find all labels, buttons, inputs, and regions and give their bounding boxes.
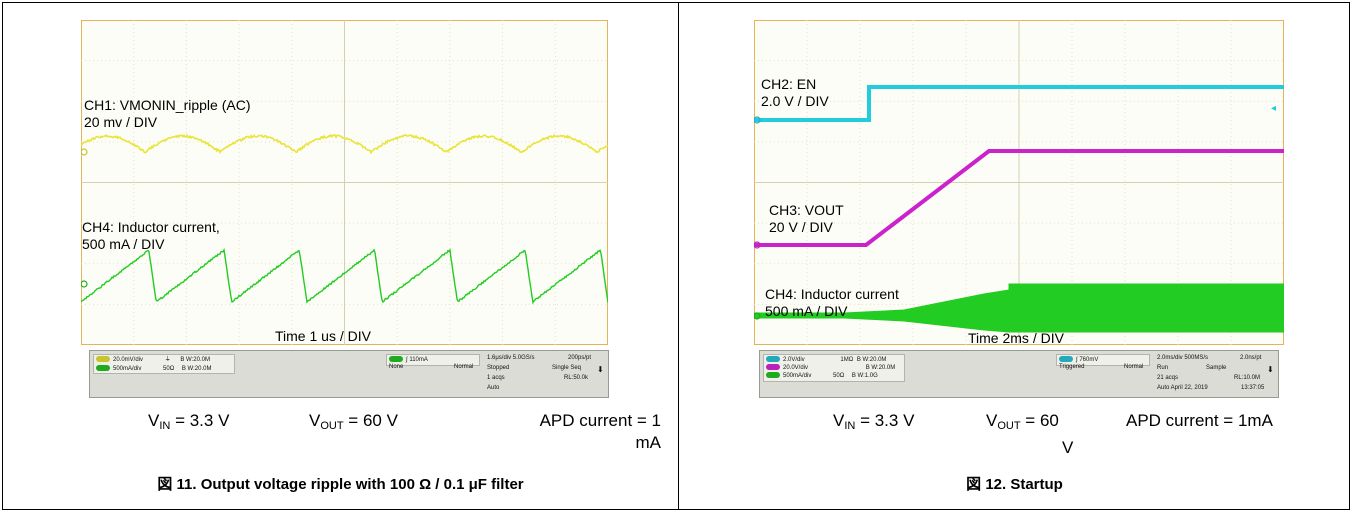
ch3-badge-icon — [766, 364, 780, 370]
sample-interval-fig12: 2.0ns/pt — [1240, 354, 1261, 362]
time-scale-label: Time 1 us / DIV — [275, 328, 371, 345]
ch4-label-fig12: CH4: Inductor current 500 mA / DIV — [765, 286, 899, 320]
acq-mode-fig12: Sample — [1206, 364, 1226, 372]
timebase-fig12: 2.0ms/div 500MS/s — [1157, 354, 1208, 362]
ch2-level-marker: ◂ — [1271, 103, 1276, 114]
run-state: Stopped — [487, 364, 509, 372]
figure-12-panel: ◂ CH2: EN 2.0 V / DIV CH3: VOUT 20 V / D… — [679, 2, 1350, 510]
ch4-badge-icon-fig12 — [766, 372, 780, 378]
time-scale-label-fig12: Time 2ms / DIV — [968, 330, 1064, 347]
figure-11-panel: CH1: VMONIN_ripple (AC) 20 mv / DIV CH4:… — [3, 2, 678, 510]
vin-param: VIN = 3.3 V — [148, 410, 229, 437]
timebase: 1.6μs/div 5.0GS/s — [487, 354, 534, 362]
apd-param: APD current = 1 mA — [501, 410, 661, 454]
vin-param-fig12: VIN = 3.3 V — [833, 410, 914, 437]
ch2-settings: 2.0V/div 1MΩ B W:20.0M — [766, 356, 886, 364]
ch4-label: CH4: Inductor current, 500 mA / DIV — [82, 219, 220, 253]
acq-count-fig12: 21 acqs — [1157, 374, 1178, 382]
run-state-fig12: Run — [1157, 364, 1168, 372]
record-length: RL:50.0k — [564, 374, 588, 382]
trigger-source: None — [389, 363, 403, 371]
acq-count: 1 acqs — [487, 374, 505, 382]
graticule — [81, 20, 608, 345]
ch3-label: CH3: VOUT 20 V / DIV — [769, 202, 844, 236]
ch1-settings: 20.0mV/div ⏚ B W:20.0M — [96, 356, 210, 364]
apd-param-fig12: APD current = 1mA — [1126, 410, 1273, 432]
ch1-badge-icon — [96, 356, 110, 362]
acq-mode: Single Seq — [552, 364, 581, 372]
trigger-badge-icon — [389, 356, 403, 362]
date-fig12: Auto April 22, 2019 — [1157, 384, 1208, 392]
scope-status-bar-fig11: 20.0mV/div ⏚ B W:20.0M 500mA/div 50Ω B W… — [89, 350, 609, 398]
vout-param-fig12: VOUT = 60 V — [986, 410, 1086, 459]
scope-screen-fig11 — [81, 20, 608, 345]
trigger-auto: Auto — [487, 384, 499, 392]
arrow-down-icon: ⬇ — [597, 366, 604, 374]
ch4-badge-icon — [96, 365, 110, 371]
ch4-settings: 500mA/div 50Ω B W:20.0M — [96, 365, 211, 373]
ch3-settings: 20.0V/div B W:20.0M — [766, 364, 895, 372]
ch1-label: CH1: VMONIN_ripple (AC) 20 mv / DIV — [84, 97, 250, 131]
trigger-mode: Normal — [454, 363, 473, 371]
record-length-fig12: RL:10.0M — [1234, 374, 1260, 382]
figure-12-caption: 図 12. Startup — [679, 473, 1350, 494]
rising-edge-icon: ∫ — [406, 357, 408, 363]
time-of-day-fig12: 13:37:05 — [1241, 384, 1264, 392]
arrow-down-icon: ⬇ — [1267, 366, 1274, 374]
scope-status-bar-fig12: 2.0V/div 1MΩ B W:20.0M 20.0V/div B W:20.… — [759, 350, 1279, 398]
trigger-mode-fig12: Normal — [1124, 363, 1143, 371]
ch2-badge-icon — [766, 356, 780, 362]
sample-interval: 200ps/pt — [568, 354, 591, 362]
ch4-settings-fig12: 500mA/div 50Ω B W:1.0G — [766, 372, 878, 380]
trigger-badge-icon-fig12 — [1059, 356, 1073, 362]
ch2-label: CH2: EN 2.0 V / DIV — [761, 76, 829, 110]
trigger-source-fig12: Triggered — [1059, 363, 1084, 371]
vout-param: VOUT = 60 V — [309, 410, 398, 437]
figure-11-caption: 図 11. Output voltage ripple with 100 Ω /… — [3, 473, 678, 494]
scope-waveforms-fig11 — [81, 20, 608, 345]
